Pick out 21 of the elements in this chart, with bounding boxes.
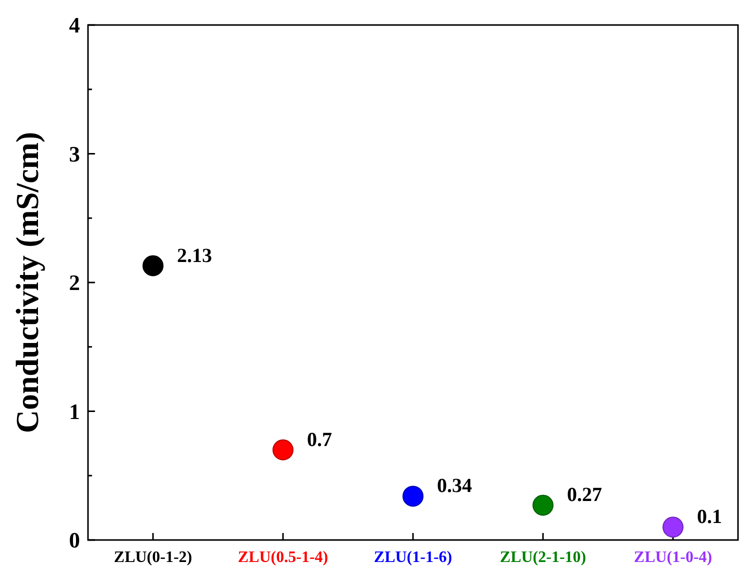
point — [272, 439, 294, 460]
point — [142, 255, 164, 276]
x-tick-label: ZLU(1-0-4) — [634, 549, 712, 566]
x-tick-label: ZLU(0-1-2) — [114, 549, 192, 566]
y-tick-label: 1 — [69, 398, 80, 424]
y-tick-label: 3 — [69, 141, 80, 166]
y-tick-label: 4 — [69, 12, 80, 38]
point — [402, 486, 424, 507]
data-label: 0.1 — [697, 506, 722, 528]
point — [532, 494, 554, 516]
x-tick-label: ZLU(1-1-6) — [374, 549, 452, 566]
y-tick-label: 2 — [69, 270, 80, 296]
data-label: 0.27 — [567, 484, 602, 506]
y-tick-label: 0 — [69, 528, 80, 553]
data-label: 0.7 — [307, 428, 332, 451]
x-tick-label: ZLU(2-1-10) — [500, 549, 586, 566]
data-label: 0.34 — [437, 475, 472, 498]
y-axis-title: Conductivity (mS/cm) — [9, 132, 45, 434]
data-label: 2.13 — [177, 244, 212, 267]
x-tick-label: ZLU(0.5-1-4) — [238, 549, 328, 566]
point — [662, 516, 684, 538]
